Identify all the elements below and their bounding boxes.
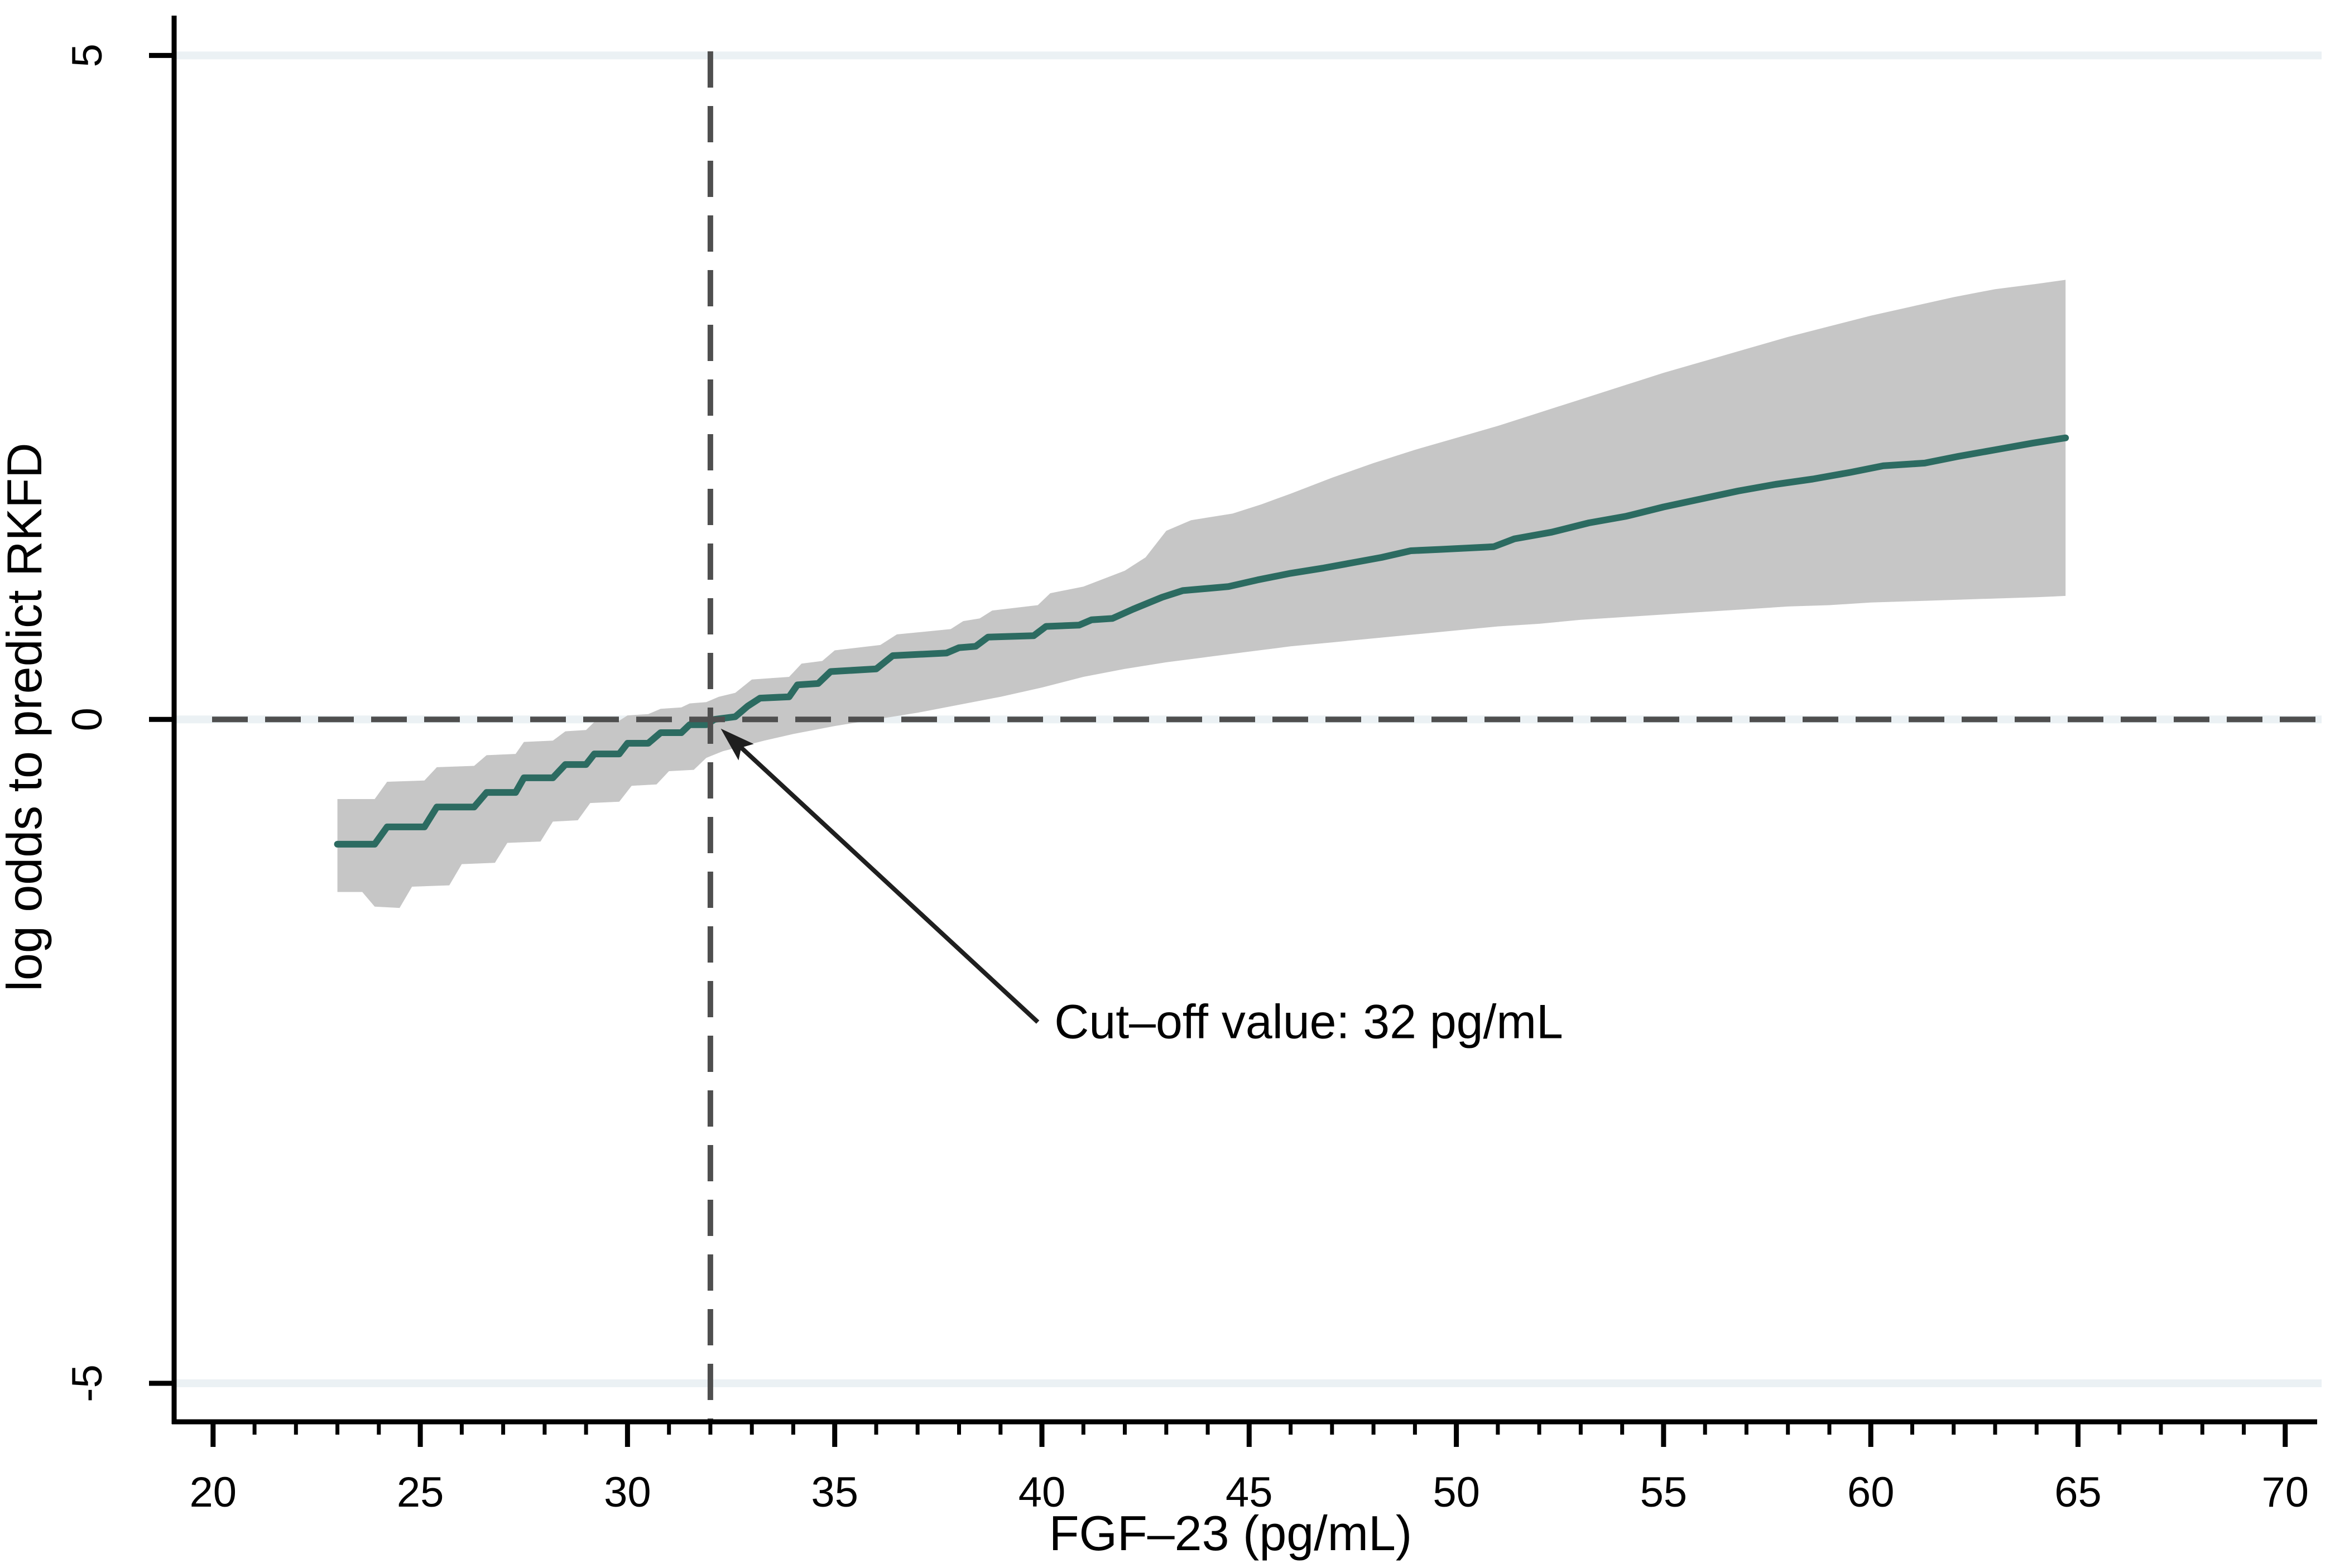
x-tick-label: 55 (1640, 1469, 1688, 1516)
y-tick-label: 5 (64, 44, 111, 67)
labels-layer: FGF–23 (pg/mL) log odds to predict RKFD … (0, 442, 1563, 1561)
annotation-arrow-head (720, 728, 754, 761)
x-tick-label: 30 (604, 1469, 651, 1516)
plot-layer: 50-520 25 30 35 40 45 50 55 60 65 70 (64, 16, 2322, 1516)
x-axis-title: FGF–23 (pg/mL) (1049, 1506, 1412, 1561)
y-tick-label: -5 (64, 1364, 111, 1402)
y-tick-label: 0 (64, 708, 111, 731)
x-tick-label: 65 (2054, 1469, 2102, 1516)
x-tick-label: 20 (190, 1469, 237, 1516)
x-tick-label: 60 (1847, 1469, 1895, 1516)
x-tick-label: 50 (1433, 1469, 1480, 1516)
x-tick-label: 70 (2262, 1469, 2309, 1516)
annotation-arrow-line (736, 743, 1040, 1024)
x-tick-label: 35 (811, 1469, 858, 1516)
x-tick-label: 45 (1226, 1469, 1273, 1516)
confidence-band (337, 280, 2066, 908)
y-axis-title: log odds to predict RKFD (0, 442, 52, 991)
x-tick-label: 25 (397, 1469, 444, 1516)
x-tick-label: 40 (1018, 1469, 1066, 1516)
estimate-line (334, 434, 2069, 848)
cutoff-annotation-text: Cut–off value: 32 pg/mL (1054, 995, 1563, 1048)
